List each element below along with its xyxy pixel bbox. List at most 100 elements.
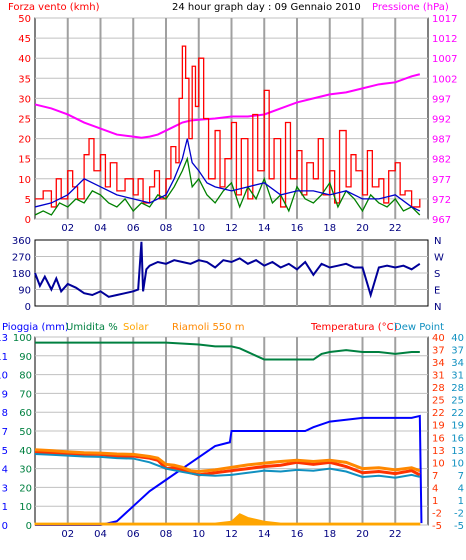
humidity-tick-label: 70: [19, 389, 32, 400]
temp-tick-label: 16: [432, 433, 445, 444]
chart-title: 24 hour graph day : 09 Gennaio 2010: [172, 2, 361, 13]
series-line-2: [34, 450, 421, 477]
rain-tick-label: 7: [2, 427, 8, 438]
x-tick-label: 10: [192, 529, 205, 540]
rain-tick-label: 8: [2, 408, 8, 419]
x-tick-label: 12: [225, 223, 238, 234]
panel2-grid: [35, 240, 428, 306]
x-tick-label: 04: [94, 529, 107, 540]
temperature-axis-label: Temperatura (°C): [310, 322, 398, 333]
dew-tick-label: 28: [451, 383, 464, 394]
pressure-tick-label: 1012: [432, 34, 457, 45]
x-tick-label: 22: [389, 529, 402, 540]
temp-tick-label: 1: [432, 496, 438, 507]
pressure-tick-label: 1017: [432, 14, 457, 25]
temp-tick-label: 31: [432, 371, 445, 382]
rain-tick-label: 10: [0, 371, 8, 382]
x-tick-label: 12: [225, 529, 238, 540]
dew-tick-label: -2: [454, 508, 464, 519]
x-tick-label: 18: [323, 223, 336, 234]
humidity-tick-label: 50: [19, 427, 32, 438]
x-tick-label: 16: [291, 223, 304, 234]
compass-tick-label: S: [434, 269, 440, 280]
direction-tick-label: 90: [18, 286, 31, 297]
temp-tick-label: 4: [432, 483, 438, 494]
direction-tick-label: 270: [12, 253, 31, 264]
pressure-tick-label: 997: [432, 94, 451, 105]
dew-tick-label: 31: [451, 371, 464, 382]
temp-tick-label: 34: [432, 358, 445, 369]
dew-tick-label: 10: [451, 458, 464, 469]
dew-tick-label: 13: [451, 446, 464, 457]
temp-tick-label: -5: [432, 521, 442, 532]
dew-tick-label: -5: [454, 521, 464, 532]
dew-tick-label: 4: [458, 483, 464, 494]
temp-tick-label: 22: [432, 408, 445, 419]
rain-tick-label: 9: [2, 389, 8, 400]
dew-tick-label: 7: [458, 471, 464, 482]
dew-tick-label: 16: [451, 433, 464, 444]
wind-tick-label: 0: [25, 215, 31, 226]
solar-area: [34, 513, 421, 526]
x-tick-label: 14: [258, 223, 271, 234]
station-label: Riamoli 550 m: [172, 322, 244, 333]
humidity-tick-label: 80: [19, 371, 32, 382]
wind-tick-label: 35: [18, 74, 31, 85]
rain-tick-label: 3: [2, 483, 8, 494]
dew-tick-label: 25: [451, 396, 464, 407]
wind-tick-label: 10: [18, 175, 31, 186]
panel3-tick-labels: 001103204305407508609701080119013100-5-5…: [0, 333, 464, 540]
humidity-tick-label: 30: [19, 465, 32, 476]
x-tick-label: 02: [61, 223, 74, 234]
temp-tick-label: 13: [432, 446, 445, 457]
temp-tick-label: 28: [432, 383, 445, 394]
compass-tick-label: E: [434, 286, 440, 297]
humidity-tick-label: 20: [19, 483, 32, 494]
pressure-tick-label: 987: [432, 135, 451, 146]
humidity-tick-label: 10: [19, 502, 32, 513]
temp-tick-label: 19: [432, 421, 445, 432]
direction-tick-label: 360: [12, 236, 31, 247]
humidity-tick-label: 60: [19, 408, 32, 419]
series-line-2: [34, 156, 421, 216]
pressure-tick-label: 992: [432, 115, 451, 126]
series-line-1: [35, 45, 421, 208]
x-tick-label: 08: [160, 529, 173, 540]
wind-axis-label: Forza vento (kmh): [8, 2, 100, 13]
panel2-tick-labels: 0 N 90 E 180 S 270 W 360 N: [12, 236, 444, 313]
wind-tick-label: 45: [18, 34, 31, 45]
x-tick-label: 08: [160, 223, 173, 234]
compass-tick-label: N: [434, 236, 441, 247]
direction-line-0: [34, 241, 421, 299]
pressure-tick-label: 967: [432, 215, 451, 226]
humidity-tick-label: 0: [26, 521, 32, 532]
x-tick-label: 14: [258, 529, 271, 540]
direction-tick-label: 180: [12, 269, 31, 280]
wind-tick-label: 5: [25, 195, 31, 206]
dew-tick-label: 37: [451, 346, 464, 357]
x-tick-label: 22: [389, 223, 402, 234]
series-line-3: [34, 448, 421, 474]
dew-tick-label: 19: [451, 421, 464, 432]
dew-tick-label: 1: [458, 496, 464, 507]
compass-tick-label: W: [434, 253, 444, 264]
x-tick-label: 18: [323, 529, 336, 540]
panel3-series: [34, 341, 423, 526]
dew-tick-label: 34: [451, 358, 464, 369]
series-line-0: [35, 341, 420, 361]
wind-tick-label: 25: [18, 115, 31, 126]
x-tick-label: 02: [61, 529, 74, 540]
pressure-tick-label: 1002: [432, 74, 457, 85]
pressure-tick-label: 972: [432, 195, 451, 206]
temp-tick-label: 10: [432, 458, 445, 469]
temp-tick-label: 37: [432, 346, 445, 357]
wind-tick-label: 30: [18, 94, 31, 105]
pressure-axis-label: Pressione (hPa): [372, 2, 449, 13]
x-tick-label: 16: [291, 529, 304, 540]
humidity-tick-label: 100: [13, 333, 32, 344]
temp-tick-label: 7: [432, 471, 438, 482]
dew-tick-label: 22: [451, 408, 464, 419]
rain-tick-label: 5: [2, 446, 8, 457]
